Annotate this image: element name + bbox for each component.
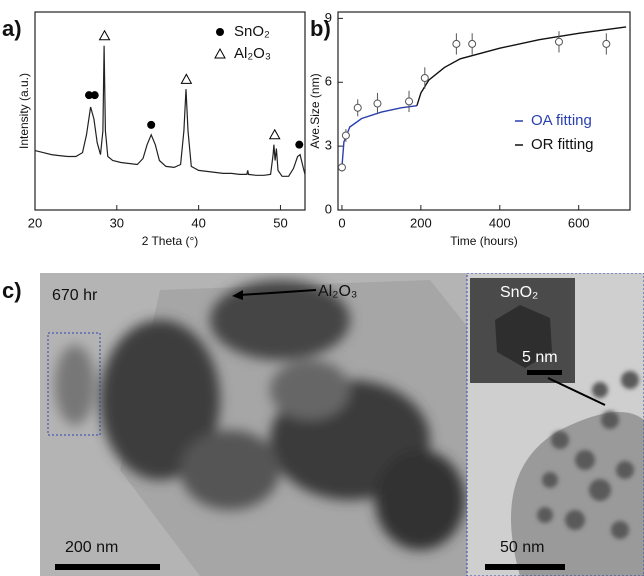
plot-frame	[34, 11, 306, 211]
fit-line	[341, 105, 417, 168]
legend-label: OA fitting	[531, 112, 592, 129]
peak-marker	[98, 29, 111, 41]
x-tick-label: 20	[28, 215, 42, 230]
arrow-head	[232, 290, 243, 300]
crystal	[495, 305, 552, 368]
x-tick-label: 600	[568, 215, 590, 230]
scale-label: 5 nm	[522, 349, 558, 366]
legend-symbol	[216, 28, 224, 36]
x-tick-label: 200	[410, 215, 432, 230]
fit-line	[416, 26, 627, 106]
legend-label: SnO₂	[234, 23, 270, 40]
data-point	[602, 39, 611, 48]
x-tick-label: 0	[338, 215, 345, 230]
x-tick-label: 400	[489, 215, 511, 230]
grain	[511, 412, 644, 576]
panel-label: b)	[310, 16, 331, 41]
arrow-label: Al₂O₃	[318, 283, 357, 300]
scale-bar	[527, 370, 562, 375]
zoom-box	[47, 332, 101, 436]
pointer	[547, 377, 606, 406]
peak-marker	[85, 91, 93, 100]
panel-label: a)	[2, 16, 22, 41]
scale-label: 50 nm	[500, 539, 544, 556]
scale-bar	[485, 564, 565, 570]
x-axis-label: Time (hours)	[450, 234, 518, 248]
y-tick-label: 3	[325, 138, 332, 153]
data-point	[420, 74, 429, 82]
micrograph: 670 hr Al₂O₃ 200 nm SnO₂ 5 nm 50 nm	[40, 273, 644, 576]
y-axis-label: Intensity (a.u.)	[17, 73, 31, 149]
data-point	[341, 131, 350, 140]
time-label: 670 hr	[52, 287, 98, 304]
legend-symbol	[214, 47, 226, 59]
legend-label: Al₂O₃	[234, 45, 271, 62]
panel-label: c)	[2, 278, 22, 303]
y-tick-label: 6	[325, 74, 332, 89]
x-tick-label: 30	[110, 215, 124, 230]
inset-label: SnO₂	[500, 284, 538, 301]
data-point	[468, 39, 477, 48]
x-tick-label: 40	[191, 215, 205, 230]
data-point	[405, 97, 414, 106]
peak-marker	[90, 91, 99, 100]
y-tick-label: 9	[325, 10, 332, 25]
plot-frame	[337, 11, 631, 211]
legend-label: OR fitting	[531, 136, 594, 153]
peak-marker	[147, 120, 156, 129]
arrow	[239, 289, 317, 296]
data-point	[373, 99, 382, 108]
scale-label: 200 nm	[65, 539, 118, 556]
scale-bar	[55, 564, 160, 570]
peak-marker	[180, 73, 193, 84]
data-point	[337, 163, 346, 172]
y-axis-label: Ave.Size (nm)	[308, 73, 322, 148]
data-point	[452, 39, 461, 48]
x-axis-label: 2 Theta (°)	[142, 234, 199, 248]
peak-marker	[295, 140, 304, 149]
data-point	[353, 103, 362, 112]
data-point	[554, 37, 563, 46]
inset: SnO₂ 5 nm 50 nm	[467, 273, 644, 576]
data-line	[34, 45, 306, 177]
x-tick-label: 50	[273, 215, 287, 230]
peak-marker	[268, 128, 281, 140]
inset-frame	[466, 273, 644, 576]
y-tick-label: 0	[325, 201, 332, 216]
particles	[55, 280, 465, 550]
